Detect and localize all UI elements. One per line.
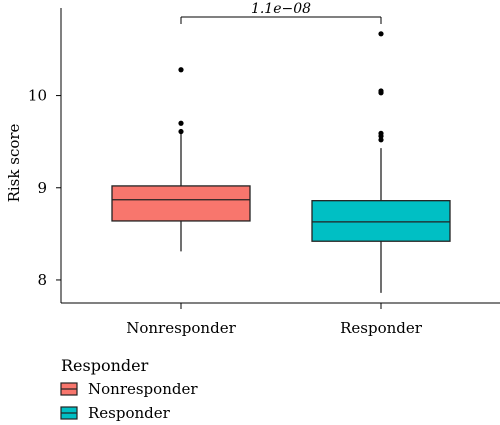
legend-title: Responder xyxy=(61,356,149,375)
outlier-point xyxy=(378,137,384,143)
y-tick-label: 10 xyxy=(28,87,47,105)
outlier-point xyxy=(178,128,184,135)
box-rect xyxy=(311,200,451,242)
x-tick-label: Nonresponder xyxy=(126,319,236,337)
outlier-point xyxy=(178,120,184,126)
outlier-point xyxy=(378,31,384,37)
legend-label: Nonresponder xyxy=(88,380,198,398)
y-ticks: 8 9 10 xyxy=(28,87,61,289)
legend: Responder Nonresponder Responder xyxy=(60,356,198,422)
box-rect xyxy=(111,185,251,222)
outlier-point xyxy=(378,130,384,136)
y-axis-title: Risk score xyxy=(5,123,23,202)
outlier-point xyxy=(178,67,184,73)
legend-swatch-responder xyxy=(60,406,78,420)
y-tick-label: 9 xyxy=(37,179,47,197)
x-tick-label: Responder xyxy=(340,319,423,337)
box-nonresponder xyxy=(111,67,251,252)
legend-swatch-nonresponder xyxy=(60,382,78,396)
outlier-point xyxy=(378,88,384,94)
legend-label: Responder xyxy=(88,404,171,422)
boxes xyxy=(111,31,451,293)
y-tick-label: 8 xyxy=(37,271,47,289)
p-value-label: 1.1e−08 xyxy=(251,1,311,17)
box-responder xyxy=(311,31,451,293)
x-ticks: Nonresponder Responder xyxy=(126,303,423,337)
comparison-bracket: 1.1e−08 xyxy=(180,1,382,24)
